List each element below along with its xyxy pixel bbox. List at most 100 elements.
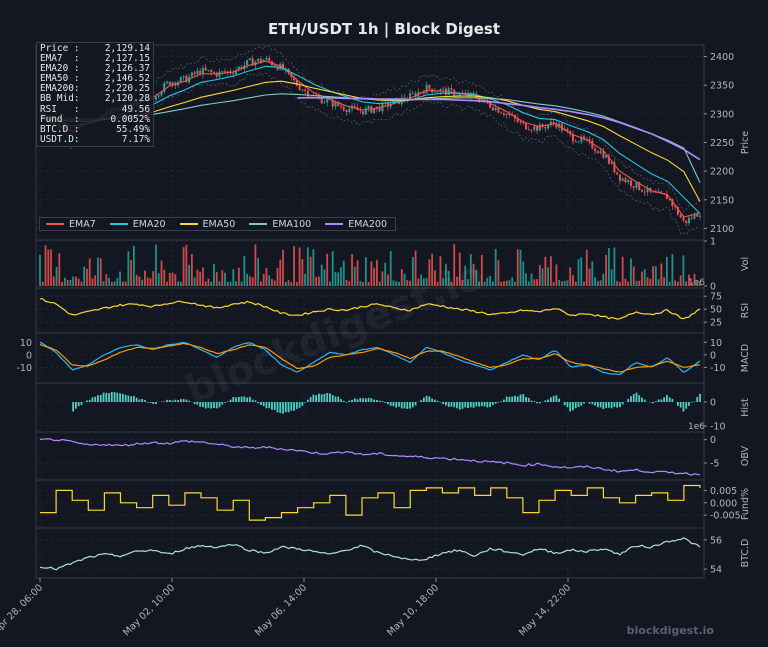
hist-bar xyxy=(536,402,538,404)
hist-bar xyxy=(102,392,105,402)
hist-bar xyxy=(337,396,340,402)
candle-body xyxy=(317,96,320,98)
info-row: EMA200: 2,220.25 xyxy=(40,84,150,94)
hist-bar xyxy=(403,402,406,409)
hist-bar xyxy=(409,402,411,409)
hist-bar xyxy=(110,392,113,402)
candle-body xyxy=(210,70,213,73)
candle-body xyxy=(632,186,635,188)
hist-bar xyxy=(464,402,467,408)
info-row: EMA50 : 2,146.52 xyxy=(40,74,150,84)
hist-bar xyxy=(693,401,696,402)
volume-bar xyxy=(83,266,86,286)
panel-axis-label: MACD xyxy=(740,344,751,372)
hist-bar xyxy=(411,402,414,408)
volume-bar xyxy=(257,258,260,286)
candle-body xyxy=(547,125,550,129)
candle-body xyxy=(533,126,536,130)
panel-frame xyxy=(35,287,705,334)
volume-bar xyxy=(428,259,431,286)
candle-body xyxy=(508,113,511,116)
volume-bar xyxy=(326,253,329,286)
hist-bar xyxy=(362,398,364,402)
volume-bar xyxy=(315,277,318,286)
hist-bar xyxy=(381,401,384,402)
hist-bar xyxy=(86,400,88,402)
btcd-line-btc.d xyxy=(39,537,701,571)
hist-bar xyxy=(99,394,102,402)
volume-bar xyxy=(279,259,282,286)
volume-bar xyxy=(527,281,530,286)
info-label: Price : xyxy=(40,43,80,54)
hist-bar xyxy=(207,402,210,408)
hist-bar xyxy=(699,393,701,402)
hist-bar xyxy=(580,402,583,406)
candle-body xyxy=(276,66,279,70)
hist-bar xyxy=(163,401,166,402)
volume-bar xyxy=(166,281,168,286)
hist-bar xyxy=(635,392,638,402)
y-tick-label: 56 xyxy=(710,535,722,546)
hist-bar xyxy=(199,402,202,407)
volume-bar xyxy=(102,281,105,286)
candle-body xyxy=(326,99,329,103)
hist-bar xyxy=(323,393,326,402)
volume-bar xyxy=(577,259,580,286)
volume-bar xyxy=(679,275,682,286)
hist-bar xyxy=(387,402,389,405)
hist-bar xyxy=(588,402,591,404)
hist-bar xyxy=(494,402,497,404)
volume-bar xyxy=(52,276,55,286)
candle-body xyxy=(293,77,296,81)
candle-body xyxy=(635,182,638,188)
volume-bar xyxy=(113,281,116,286)
info-value: 2,120.28 xyxy=(104,93,150,105)
volume-bar xyxy=(503,281,505,286)
hist-bar xyxy=(273,402,276,410)
volume-bar xyxy=(566,280,569,286)
hist-bar xyxy=(654,401,657,402)
hist-bar xyxy=(260,402,262,405)
volume-bar xyxy=(616,280,619,286)
hist-bar xyxy=(384,402,387,403)
volume-bar xyxy=(193,277,196,286)
volume-bar xyxy=(331,251,334,286)
hist-bar xyxy=(248,396,251,402)
volume-bar xyxy=(135,274,138,286)
volume-bar xyxy=(88,258,91,286)
hist-bar xyxy=(326,393,329,402)
candle-body xyxy=(282,63,285,70)
hist-bar xyxy=(265,402,268,409)
hist-bar xyxy=(577,402,580,408)
candle-body xyxy=(309,96,312,98)
candle-body xyxy=(199,70,202,75)
candle-body xyxy=(665,194,668,199)
y-tick-label-left: -10 xyxy=(16,363,32,374)
volume-bar xyxy=(348,281,351,286)
hist-bar xyxy=(179,399,182,402)
volume-bar xyxy=(108,277,110,286)
volume-bar xyxy=(110,281,113,286)
volume-bar xyxy=(91,278,94,286)
volume-bar xyxy=(409,280,411,286)
volume-bar xyxy=(204,281,207,286)
info-value: 2,220.25 xyxy=(104,83,150,95)
hist-bar xyxy=(657,399,660,402)
hist-bar xyxy=(594,402,596,406)
hist-bar xyxy=(268,402,271,409)
candle-body xyxy=(185,75,188,83)
panel-axis-label: RSI xyxy=(740,303,751,318)
hist-bar xyxy=(353,398,356,402)
volume-bar xyxy=(235,281,237,286)
hist-bar xyxy=(306,399,309,402)
hist-bar xyxy=(237,396,240,402)
volume-bar xyxy=(318,276,320,286)
y-tick-label: 2250 xyxy=(710,138,734,149)
volume-bar xyxy=(461,279,464,286)
volume-bar xyxy=(643,269,646,286)
candle-body xyxy=(201,67,204,75)
hist-bar xyxy=(202,402,204,408)
hist-bar xyxy=(549,397,552,402)
hist-bar xyxy=(345,402,348,403)
volume-bar xyxy=(359,281,362,286)
